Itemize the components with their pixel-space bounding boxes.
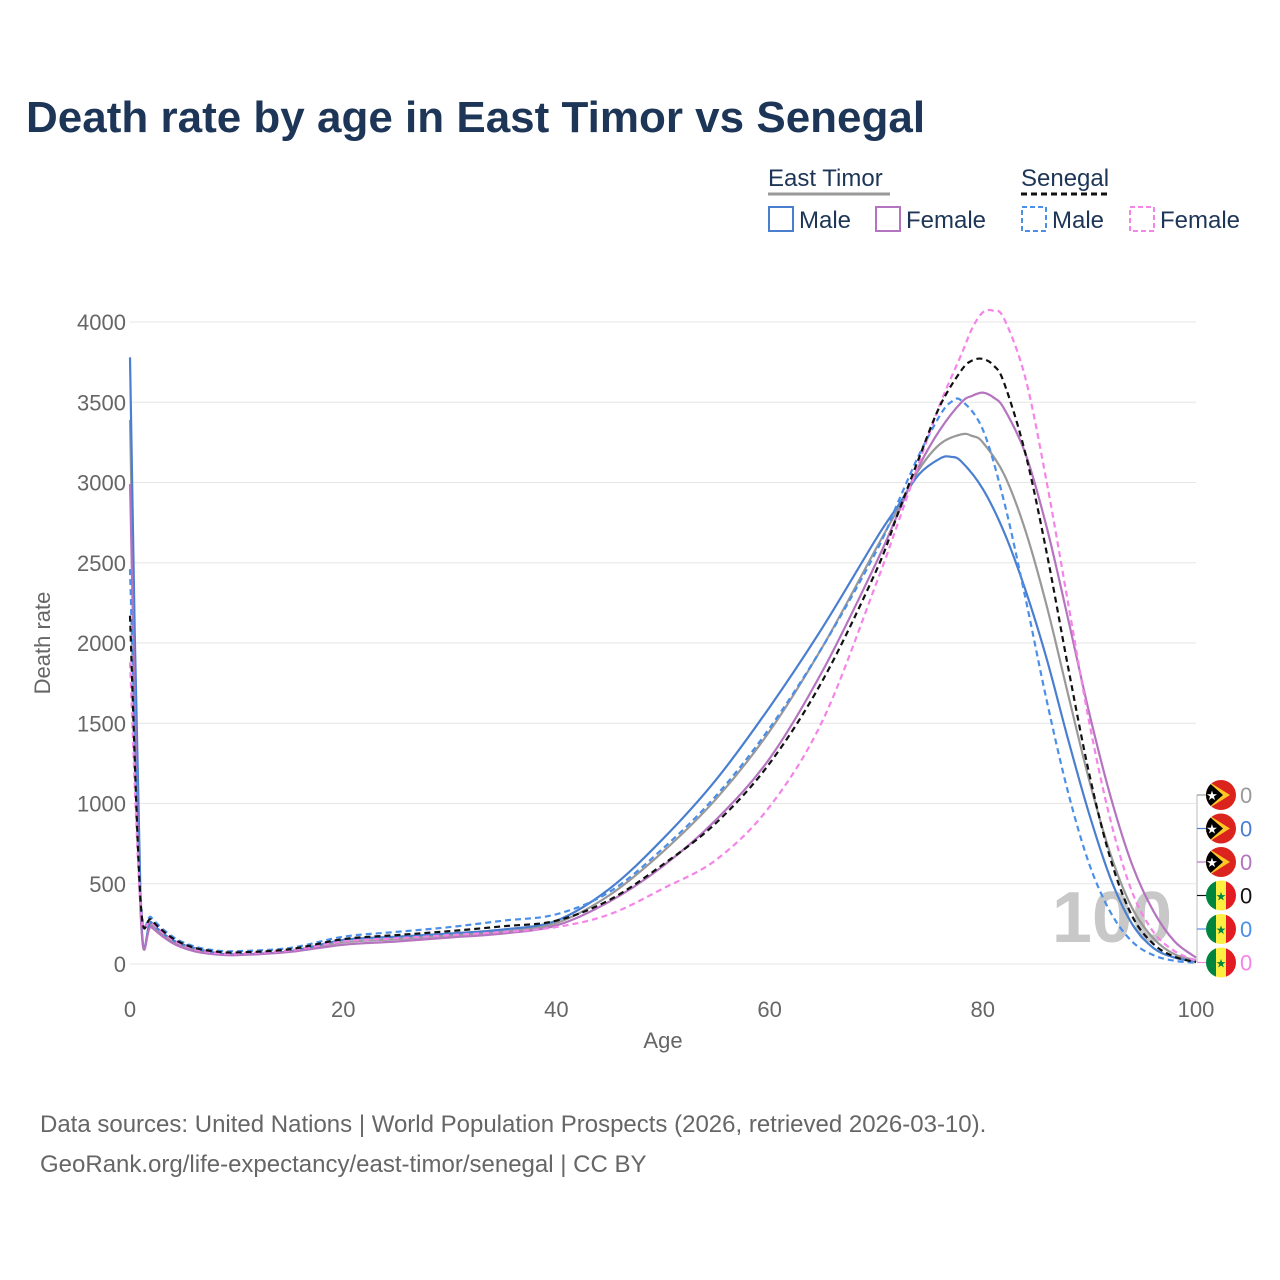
end-marker-east-timor[interactable]: ★ 0 bbox=[1197, 847, 1252, 877]
y-tick-label: 1500 bbox=[77, 711, 126, 736]
y-tick-label: 1000 bbox=[77, 792, 126, 817]
legend-group-east-timor[interactable]: East Timor Male Female bbox=[768, 165, 986, 234]
end-value-label: 0 bbox=[1240, 917, 1252, 942]
x-tick-label: 40 bbox=[544, 997, 568, 1022]
end-marker-east-timor[interactable]: ★ 0 bbox=[1197, 813, 1252, 844]
legend-item-label: Male bbox=[1052, 207, 1104, 234]
series-line-senegal-male[interactable] bbox=[128, 397, 1197, 964]
x-tick-label: 0 bbox=[124, 997, 136, 1022]
svg-text:★: ★ bbox=[1216, 890, 1227, 904]
series-line-senegal-total[interactable] bbox=[128, 357, 1197, 964]
end-markers: ★ 0★ 0★ 0★ 0★ 0★ 0 bbox=[1196, 780, 1252, 978]
senegal-flag-icon: ★ bbox=[1206, 880, 1236, 911]
legend-swatch-male bbox=[1021, 206, 1047, 232]
end-marker-senegal[interactable]: ★ 0 bbox=[1197, 947, 1252, 978]
legend-group-senegal[interactable]: Senegal Male Female bbox=[1021, 165, 1240, 234]
end-value-label: 0 bbox=[1240, 817, 1252, 842]
end-value-label: 0 bbox=[1240, 884, 1252, 909]
series-lines bbox=[128, 308, 1197, 964]
y-tick-label: 2000 bbox=[77, 631, 126, 656]
y-tick-label: 4000 bbox=[77, 310, 126, 335]
east-timor-flag-icon: ★ bbox=[1206, 847, 1236, 877]
legend: East Timor Male Female Senegal Male Fema… bbox=[768, 165, 1240, 234]
end-marker-senegal[interactable]: ★ 0 bbox=[1197, 880, 1252, 911]
legend-swatch-male bbox=[768, 206, 794, 232]
svg-text:★: ★ bbox=[1206, 788, 1218, 803]
legend-group-label: Senegal bbox=[1021, 165, 1109, 192]
senegal-flag-icon: ★ bbox=[1206, 914, 1236, 944]
series-line-east-timor-female[interactable] bbox=[128, 391, 1197, 959]
grid bbox=[130, 321, 1196, 965]
legend-item-label: Male bbox=[799, 207, 851, 234]
end-value-label: 0 bbox=[1240, 783, 1252, 808]
source-line-2[interactable]: GeoRank.org/life-expectancy/east-timor/s… bbox=[40, 1151, 647, 1178]
end-value-label: 0 bbox=[1240, 850, 1252, 875]
series-line-senegal-female[interactable] bbox=[128, 308, 1197, 962]
x-tick-label: 60 bbox=[757, 997, 781, 1022]
y-tick-label: 3500 bbox=[77, 390, 126, 415]
east-timor-flag-icon: ★ bbox=[1206, 813, 1236, 844]
legend-item-label: Female bbox=[906, 207, 986, 234]
x-axis-title: Age bbox=[643, 1028, 682, 1053]
end-value-label: 0 bbox=[1240, 951, 1252, 976]
x-tick-label: 80 bbox=[971, 997, 995, 1022]
end-marker-senegal[interactable]: ★ 0 bbox=[1197, 914, 1252, 944]
y-tick-label: 500 bbox=[89, 872, 126, 897]
legend-item-label: Female bbox=[1160, 207, 1240, 234]
series-line-east-timor-male[interactable] bbox=[128, 357, 1197, 963]
x-tick-label: 100 bbox=[1178, 997, 1215, 1022]
svg-text:★: ★ bbox=[1216, 957, 1227, 971]
svg-text:★: ★ bbox=[1206, 822, 1218, 837]
end-marker-east-timor[interactable]: ★ 0 bbox=[1197, 780, 1252, 810]
legend-group-label: East Timor bbox=[768, 165, 883, 192]
x-tick-label: 20 bbox=[331, 997, 355, 1022]
x-axis-ticks: 0 20 40 60 80 100 bbox=[124, 997, 1214, 1022]
senegal-flag-icon: ★ bbox=[1206, 947, 1236, 978]
legend-swatch-female bbox=[1129, 206, 1155, 232]
legend-swatch-female bbox=[875, 206, 901, 232]
source-line-1: Data sources: United Nations | World Pop… bbox=[40, 1111, 986, 1138]
y-axis-ticks: 0 500 1000 1500 2000 2500 3000 3500 4000 bbox=[77, 310, 126, 977]
y-tick-label: 0 bbox=[114, 952, 126, 977]
y-tick-label: 2500 bbox=[77, 551, 126, 576]
y-axis-title: Death rate bbox=[30, 592, 55, 695]
age-watermark: 100 bbox=[1052, 878, 1172, 958]
svg-text:★: ★ bbox=[1216, 923, 1227, 937]
y-tick-label: 3000 bbox=[77, 471, 126, 496]
east-timor-flag-icon: ★ bbox=[1206, 780, 1236, 810]
svg-text:★: ★ bbox=[1206, 855, 1218, 870]
chart-title: Death rate by age in East Timor vs Seneg… bbox=[26, 93, 925, 142]
